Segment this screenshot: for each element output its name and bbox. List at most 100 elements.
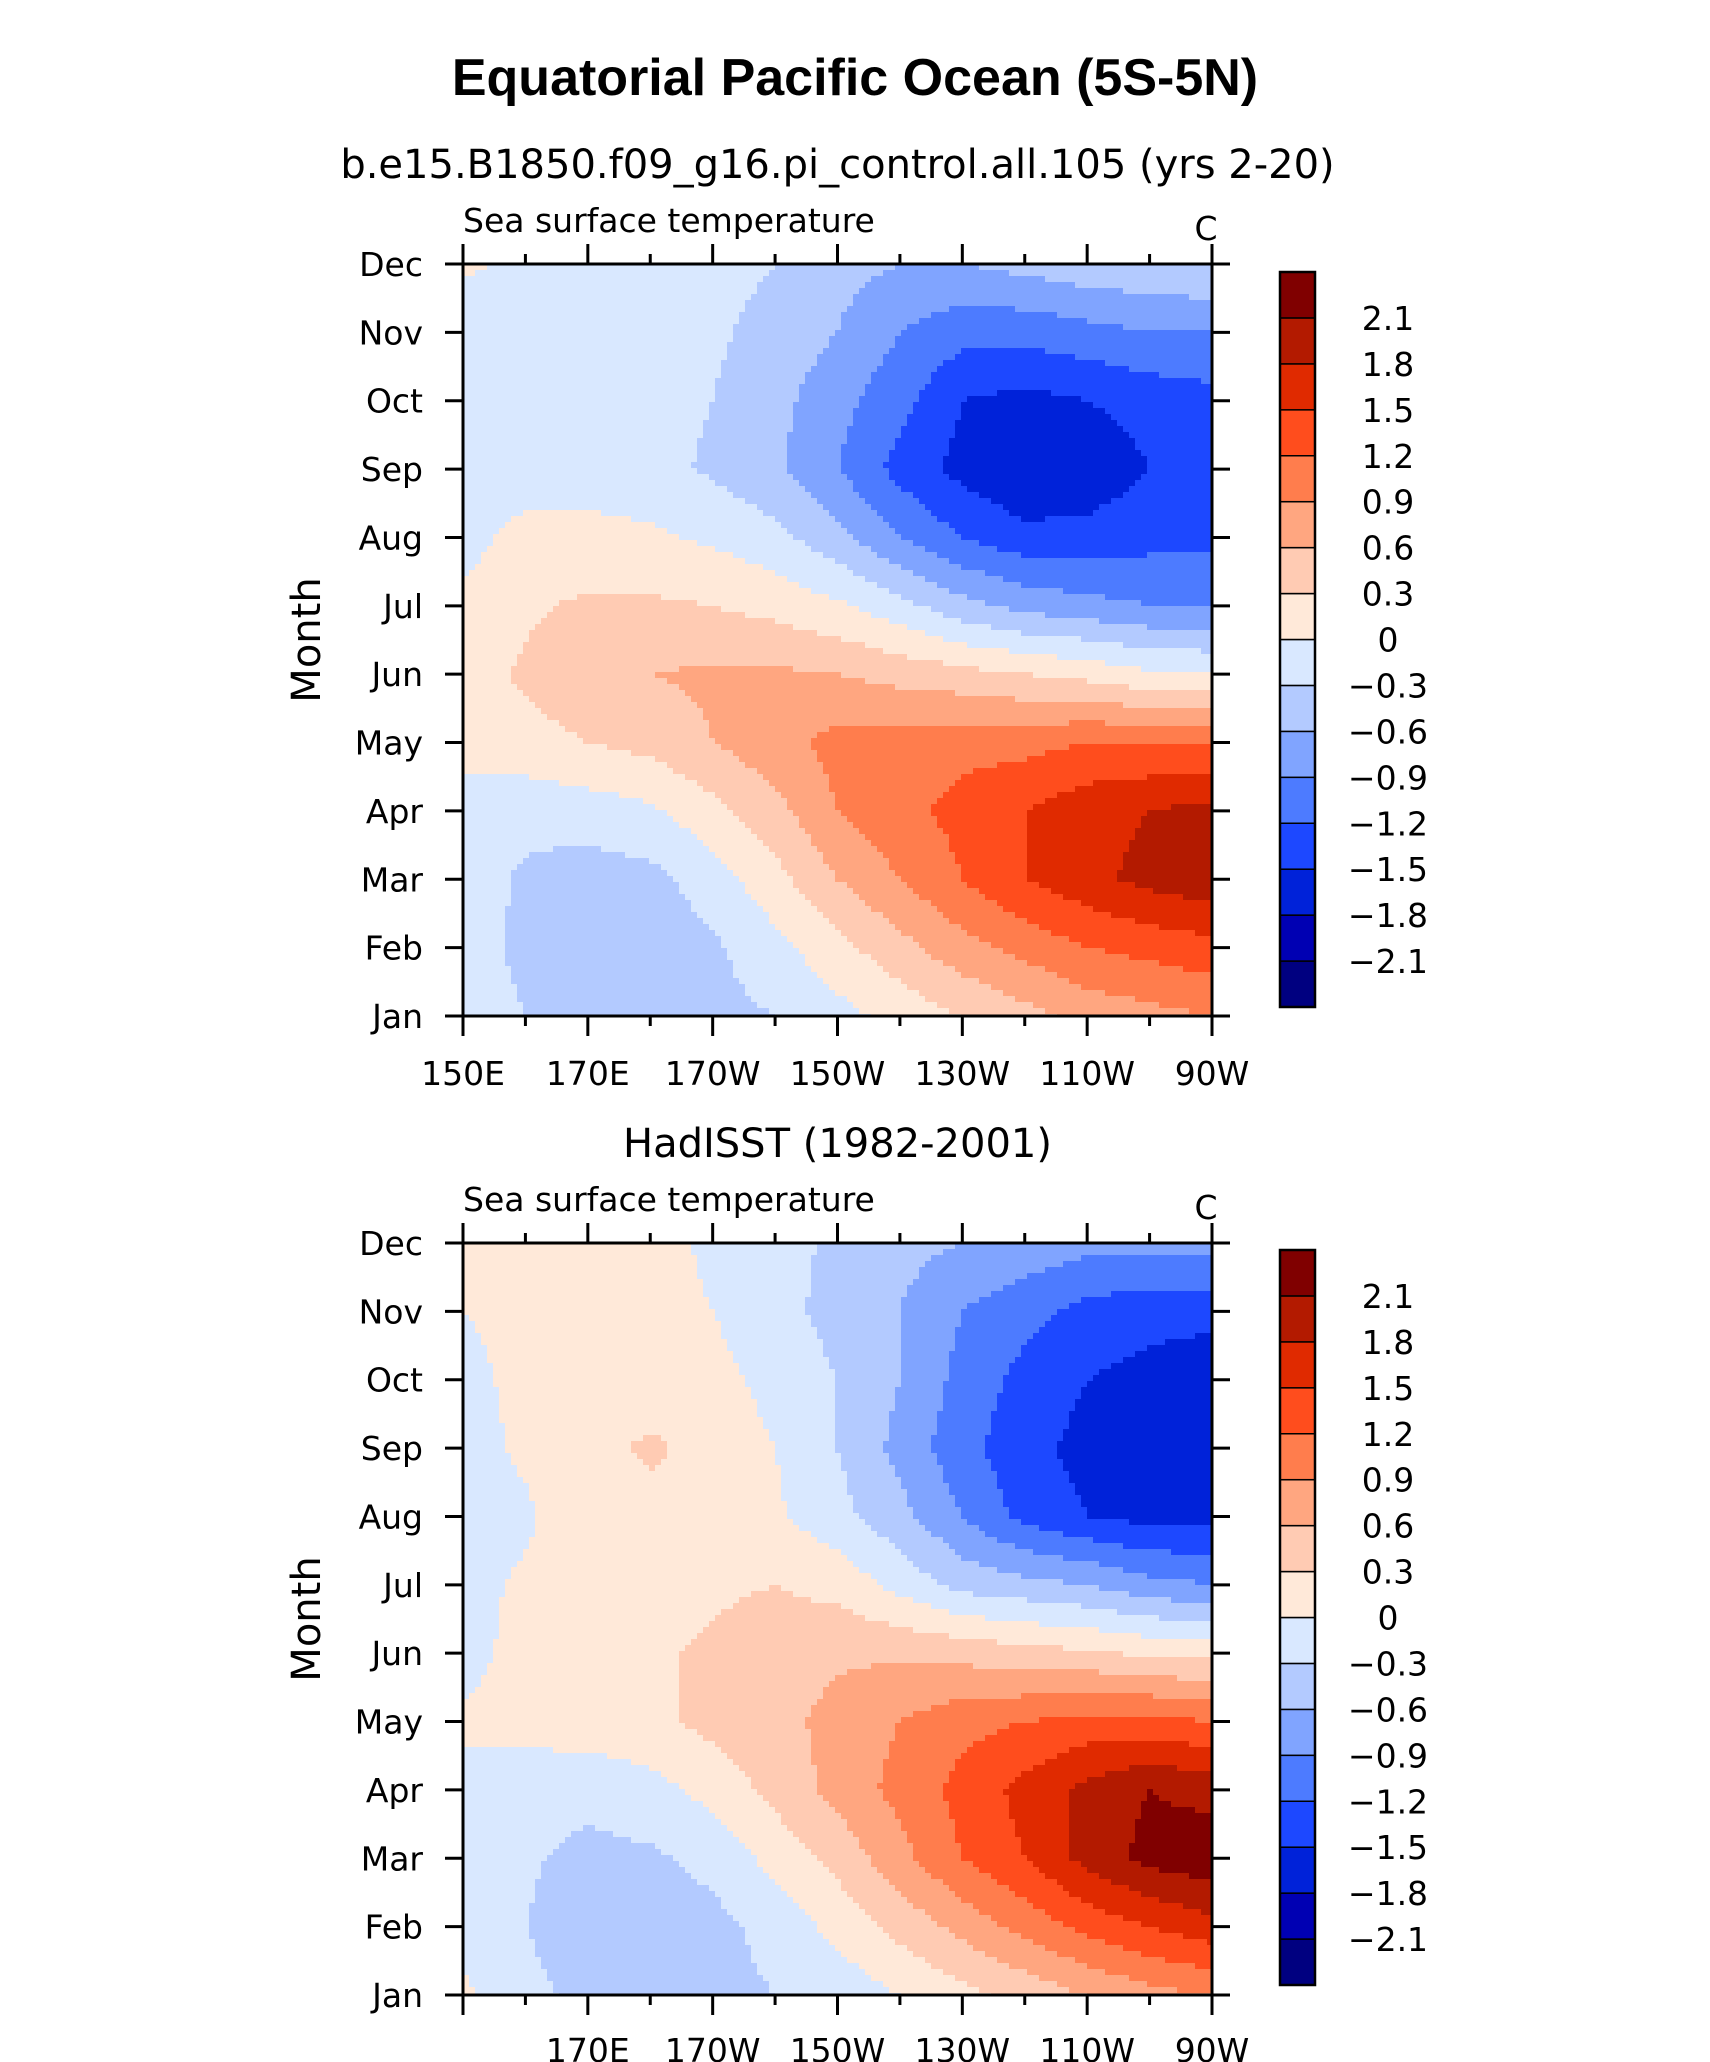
field-cell	[799, 276, 806, 283]
field-cell	[1117, 336, 1124, 343]
field-cell	[1201, 300, 1208, 307]
field-cell	[1105, 414, 1112, 421]
field-cell	[925, 462, 932, 469]
field-cell	[565, 294, 572, 301]
field-cell	[553, 354, 560, 361]
field-cell	[943, 300, 950, 307]
field-cell	[1081, 474, 1088, 481]
field-cell	[499, 474, 506, 481]
field-cell	[1111, 342, 1118, 349]
field-cell	[1003, 366, 1010, 373]
field-cell	[505, 336, 512, 343]
field-cell	[769, 312, 776, 319]
field-cell	[667, 462, 674, 469]
field-cell	[835, 312, 842, 319]
field-cell	[505, 438, 512, 445]
field-cell	[517, 336, 524, 343]
field-cell	[1183, 486, 1190, 493]
field-cell	[913, 480, 920, 487]
field-cell	[1117, 498, 1124, 505]
field-cell	[805, 336, 812, 343]
field-cell	[769, 456, 776, 463]
field-cell	[469, 498, 476, 505]
field-cell	[757, 450, 764, 457]
field-cell	[877, 468, 884, 475]
field-cell	[673, 324, 680, 331]
field-cell	[679, 438, 686, 445]
field-cell	[1069, 468, 1076, 475]
field-cell	[535, 288, 542, 295]
field-cell	[679, 396, 686, 403]
field-cell	[895, 324, 902, 331]
field-cell	[727, 276, 734, 283]
field-cell	[1183, 342, 1190, 349]
field-cell	[1201, 438, 1208, 445]
field-cell	[835, 462, 842, 469]
field-cell	[577, 318, 584, 325]
field-cell	[883, 426, 890, 433]
field-cell	[901, 348, 908, 355]
field-cell	[805, 318, 812, 325]
field-cell	[1123, 402, 1130, 409]
field-cell	[751, 426, 758, 433]
field-cell	[973, 396, 980, 403]
field-cell	[889, 366, 896, 373]
field-cell	[1177, 414, 1184, 421]
field-cell	[1069, 444, 1076, 451]
field-cell	[523, 336, 530, 343]
field-cell	[1159, 468, 1166, 475]
field-cell	[517, 438, 524, 445]
field-cell	[1069, 438, 1076, 445]
field-cell	[859, 474, 866, 481]
field-cell	[1207, 444, 1212, 451]
field-cell	[1105, 294, 1112, 301]
field-cell	[511, 450, 518, 457]
field-cell	[871, 396, 878, 403]
field-cell	[919, 342, 926, 349]
field-cell	[739, 330, 746, 337]
field-cell	[769, 390, 776, 397]
field-cell	[1015, 474, 1022, 481]
field-cell	[1135, 408, 1142, 415]
field-cell	[1075, 486, 1082, 493]
field-cell	[1147, 384, 1154, 391]
field-cell	[919, 498, 926, 505]
field-cell	[751, 468, 758, 475]
field-cell	[679, 312, 686, 319]
field-cell	[547, 456, 554, 463]
field-cell	[1087, 420, 1094, 427]
field-cell	[793, 444, 800, 451]
field-cell	[601, 462, 608, 469]
field-cell	[1057, 456, 1064, 463]
field-cell	[559, 468, 566, 475]
field-cell	[493, 336, 500, 343]
field-cell	[697, 300, 704, 307]
field-cell	[607, 330, 614, 337]
field-cell	[637, 474, 644, 481]
field-cell	[673, 306, 680, 313]
field-cell	[859, 390, 866, 397]
field-cell	[847, 282, 854, 289]
field-cell	[961, 498, 968, 505]
field-cell	[859, 432, 866, 439]
field-cell	[1033, 408, 1040, 415]
field-cell	[1009, 360, 1016, 367]
field-cell	[763, 468, 770, 475]
field-cell	[679, 270, 686, 277]
field-cell	[1057, 360, 1064, 367]
field-cell	[1099, 312, 1106, 319]
field-cell	[979, 384, 986, 391]
field-cell	[481, 282, 488, 289]
field-cell	[1009, 426, 1016, 433]
field-cell	[673, 462, 680, 469]
field-cell	[817, 276, 824, 283]
field-cell	[679, 306, 686, 313]
field-cell	[505, 408, 512, 415]
field-cell	[565, 450, 572, 457]
field-cell	[607, 390, 614, 397]
field-cell	[907, 450, 914, 457]
field-cell	[991, 402, 998, 409]
field-cell	[931, 354, 938, 361]
field-cell	[835, 492, 842, 499]
field-cell	[1075, 324, 1082, 331]
